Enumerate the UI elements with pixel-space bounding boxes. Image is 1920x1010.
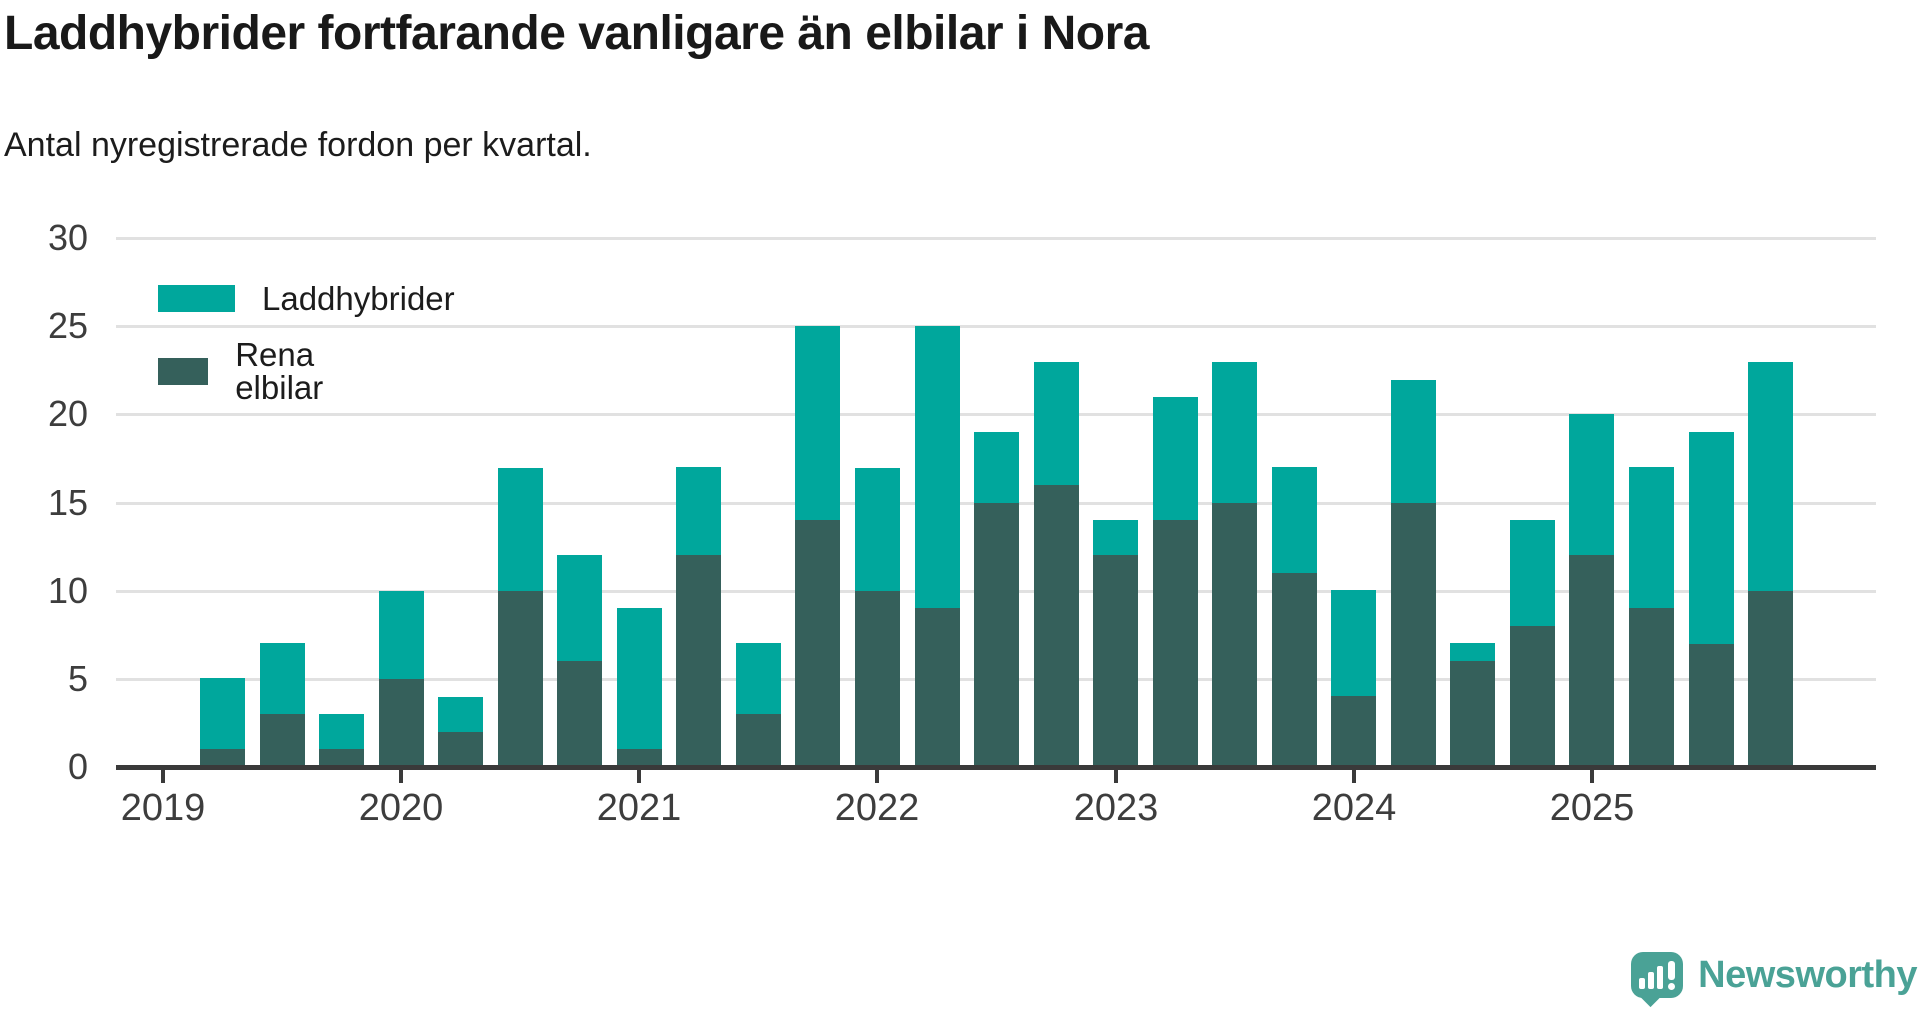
bar-segment-laddhybrider [1689, 432, 1734, 644]
bar-segment-laddhybrider [1153, 397, 1198, 520]
logo-chart-bar-icon [1639, 978, 1646, 989]
bar-segment-laddhybrider [1748, 362, 1793, 591]
x-axis-label: 2022 [834, 787, 920, 829]
y-axis-label: 10 [47, 570, 88, 611]
x-axis-tick [399, 770, 403, 783]
bar-segment-laddhybrider [260, 643, 305, 714]
y-axis-label: 30 [47, 217, 88, 258]
bar-segment-laddhybrider [379, 591, 424, 679]
bar-segment-laddhybrider [1212, 362, 1257, 503]
bar-segment-rena-elbilar [260, 714, 305, 767]
y-axis-label: 15 [47, 482, 88, 523]
bar-segment-rena-elbilar [557, 661, 602, 767]
bar-segment-laddhybrider [915, 326, 960, 608]
x-axis-label: 2020 [358, 787, 444, 829]
gridline [116, 413, 1876, 416]
x-axis-label: 2023 [1073, 787, 1159, 829]
bar-segment-laddhybrider [855, 468, 900, 591]
bar-segment-rena-elbilar [379, 679, 424, 767]
legend-swatch-laddhybrider [158, 285, 235, 312]
y-axis-label: 25 [47, 305, 88, 346]
x-axis-tick [637, 770, 641, 783]
logo-chart-bar-icon [1657, 966, 1664, 989]
newsworthy-logo-icon [1631, 952, 1684, 1008]
logo-chart-bar-icon [1648, 972, 1655, 989]
bar-segment-rena-elbilar [676, 555, 721, 767]
bar-segment-rena-elbilar [1093, 555, 1138, 767]
bar-segment-rena-elbilar [617, 749, 662, 767]
x-axis-label: 2019 [120, 787, 206, 829]
newsworthy-logo-text: Newsworthy [1698, 953, 1917, 996]
page-subtitle: Antal nyregistrerade fordon per kvartal. [4, 126, 592, 164]
bar-segment-laddhybrider [319, 714, 364, 749]
speech-bubble-tail-icon [1640, 985, 1662, 1008]
bar-segment-rena-elbilar [1331, 696, 1376, 767]
bar-segment-rena-elbilar [1153, 520, 1198, 767]
x-axis-tick [1352, 770, 1356, 783]
x-axis-label: 2025 [1549, 787, 1635, 829]
bar-segment-laddhybrider [1093, 520, 1138, 555]
bar-segment-rena-elbilar [795, 520, 840, 767]
bar-segment-rena-elbilar [1391, 503, 1436, 767]
bar-segment-laddhybrider [1391, 380, 1436, 503]
x-axis-label: 2024 [1311, 787, 1397, 829]
bar-segment-rena-elbilar [1450, 661, 1495, 767]
bar-segment-laddhybrider [676, 467, 721, 555]
bar-segment-laddhybrider [1034, 362, 1079, 485]
bar-segment-rena-elbilar [1748, 591, 1793, 767]
x-axis-tick [161, 770, 165, 783]
logo-exclamation-icon [1668, 961, 1676, 980]
bar-segment-laddhybrider [736, 643, 781, 714]
bar-segment-laddhybrider [1510, 520, 1555, 626]
x-axis-label: 2021 [596, 787, 682, 829]
bar-segment-rena-elbilar [1034, 485, 1079, 767]
x-axis-tick [1590, 770, 1594, 783]
legend-label-laddhybrider: Laddhybrider [262, 280, 455, 317]
bar-segment-rena-elbilar [1272, 573, 1317, 767]
bar-segment-rena-elbilar [498, 591, 543, 767]
x-axis-tick [875, 770, 879, 783]
bar-segment-laddhybrider [438, 697, 483, 732]
bar-segment-rena-elbilar [855, 591, 900, 767]
bar-segment-laddhybrider [498, 468, 543, 591]
bar-segment-rena-elbilar [736, 714, 781, 767]
bar-segment-laddhybrider [1569, 414, 1614, 555]
bar-segment-laddhybrider [795, 326, 840, 520]
bar-segment-laddhybrider [1450, 643, 1495, 661]
legend-swatch-rena-elbilar [158, 357, 209, 385]
logo-exclamation-dot-icon [1668, 983, 1676, 990]
y-axis-label: 5 [67, 658, 88, 699]
bar-segment-laddhybrider [557, 555, 602, 661]
newsworthy-logo[interactable]: Newsworthy [1631, 944, 1917, 1008]
gridline [116, 325, 1876, 328]
legend-label-rena-elbilar: Rena elbilar [235, 336, 324, 406]
bar-segment-rena-elbilar [200, 749, 245, 767]
bar-segment-rena-elbilar [1689, 644, 1734, 767]
bar-segment-rena-elbilar [1629, 608, 1674, 767]
bar-segment-rena-elbilar [1510, 626, 1555, 767]
bar-segment-laddhybrider [617, 608, 662, 749]
bar-segment-rena-elbilar [1569, 555, 1614, 767]
y-axis-label: 0 [67, 746, 88, 787]
bar-segment-rena-elbilar [915, 608, 960, 767]
y-axis-label: 20 [47, 393, 88, 434]
axis-line [116, 765, 1876, 770]
bar-segment-rena-elbilar [974, 503, 1019, 767]
gridline [116, 237, 1876, 240]
bar-segment-rena-elbilar [319, 749, 364, 767]
bar-segment-laddhybrider [1629, 467, 1674, 608]
legend-item-laddhybrider: Laddhybrider [158, 282, 455, 315]
page-title: Laddhybrider fortfarande vanligare än el… [4, 7, 1149, 60]
bar-segment-rena-elbilar [1212, 503, 1257, 767]
bar-segment-laddhybrider [200, 678, 245, 749]
bar-segment-laddhybrider [1272, 467, 1317, 573]
bar-segment-rena-elbilar [438, 732, 483, 767]
bar-segment-laddhybrider [974, 432, 1019, 503]
legend-item-rena-elbilar: Rena elbilar [158, 338, 350, 404]
bar-segment-laddhybrider [1331, 590, 1376, 696]
x-axis-tick [1114, 770, 1118, 783]
